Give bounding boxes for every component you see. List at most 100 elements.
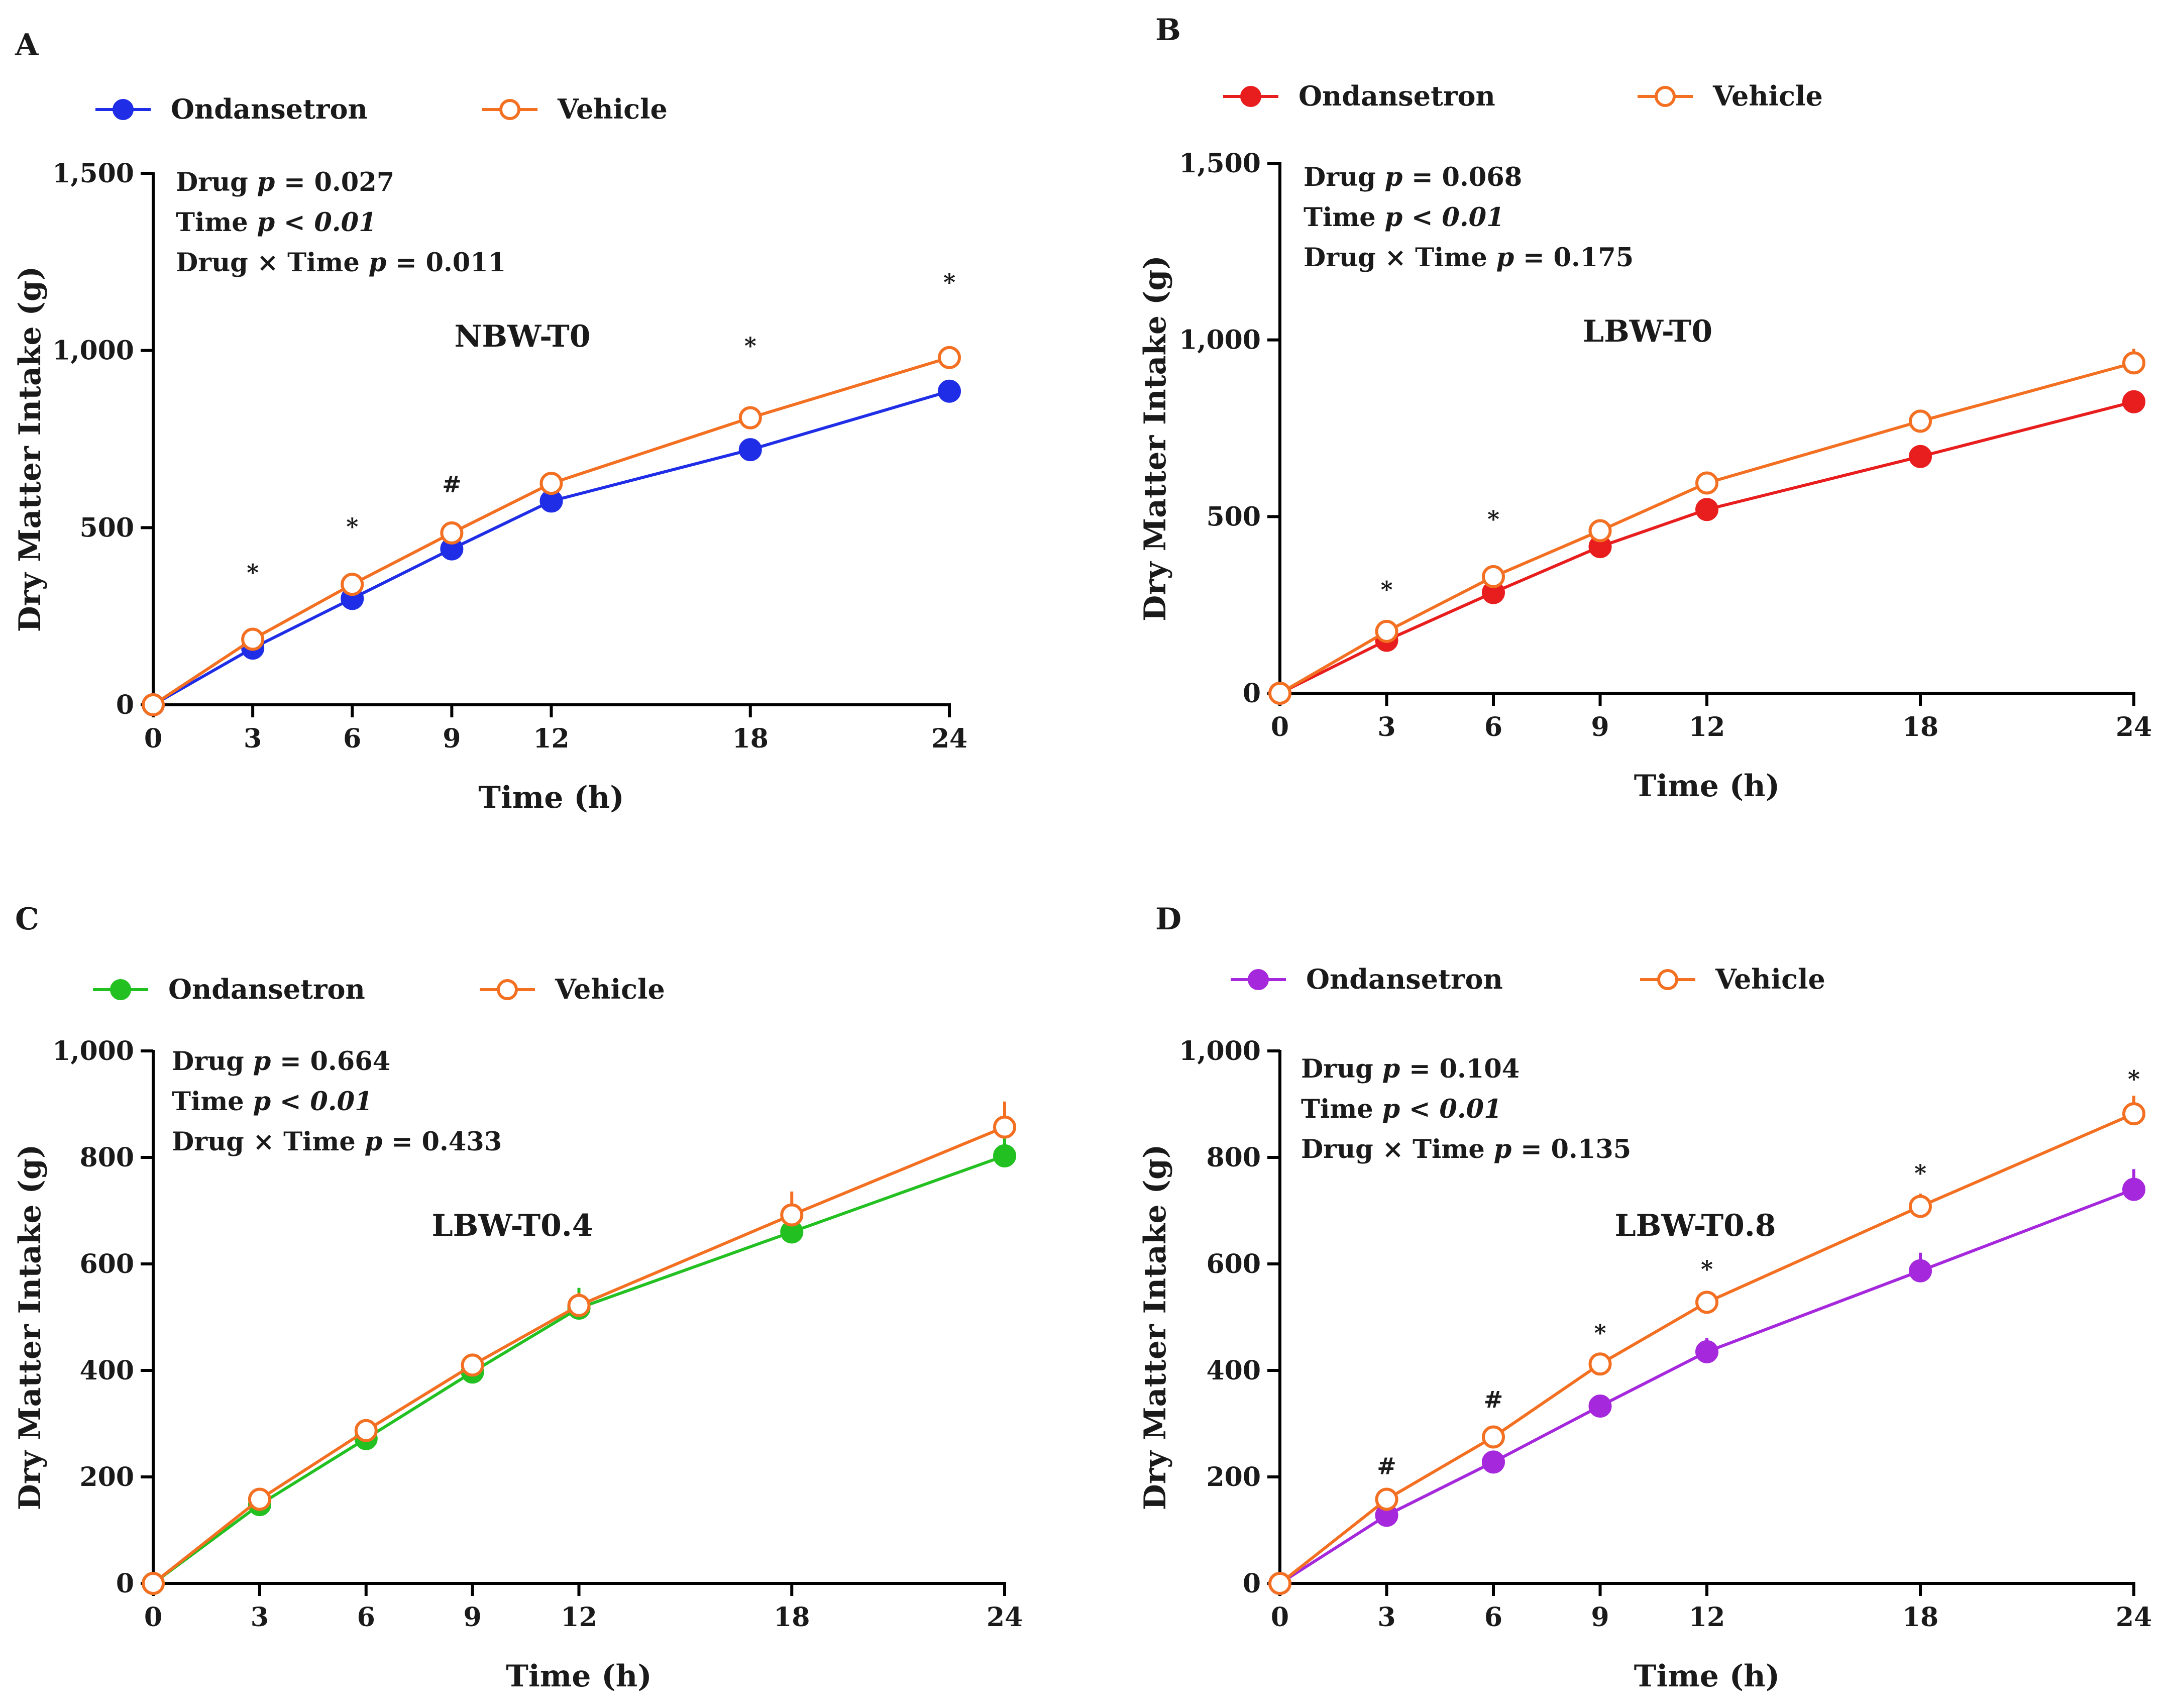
stat-op: <	[1402, 202, 1442, 233]
series-line	[1279, 400, 2134, 695]
panel-letter: C	[15, 902, 39, 937]
x-tick-label: 3	[1377, 712, 1395, 742]
legend-label: Ondansetron	[1306, 963, 1503, 995]
x-tick-label: 24	[987, 1602, 1023, 1633]
data-point	[248, 1487, 271, 1511]
y-tick-label: 0	[1243, 678, 1261, 709]
legend-entry-vehicle: Vehicle	[1638, 80, 1823, 112]
significance-mark: *	[744, 333, 756, 360]
x-tick-label: 18	[732, 723, 769, 754]
stat-value: 0.433	[422, 1127, 502, 1157]
legend-marker	[1657, 969, 1678, 990]
stat-value: 0.027	[314, 167, 395, 197]
legend-label: Vehicle	[1712, 80, 1823, 112]
x-tick-label: 12	[1689, 1602, 1725, 1633]
stat-term: Time	[176, 207, 257, 238]
stat-term: Drug	[172, 1046, 253, 1077]
stat-term: Time	[1304, 202, 1385, 233]
data-point	[993, 1115, 1016, 1139]
data-point	[780, 1203, 804, 1227]
stat-p: p	[1385, 162, 1403, 192]
stat-value: 0.011	[426, 248, 506, 278]
y-tick-label: 800	[79, 1142, 134, 1173]
legend-label: Vehicle	[1715, 963, 1825, 995]
data-point	[1268, 682, 1291, 705]
data-point	[1268, 1572, 1291, 1595]
significance-mark: #	[1377, 1453, 1396, 1480]
series-vehicle	[1268, 1096, 2145, 1595]
legend-entry-ondansetron: Ondansetron	[93, 973, 365, 1005]
panel-d: D Ondansetron Vehicle 0 200 400 600 800 1,000 0 3 6…	[1138, 902, 2152, 1694]
x-tick-label: 3	[1377, 1602, 1395, 1633]
data-point	[1482, 1425, 1505, 1449]
x-tick-label: 6	[343, 723, 361, 754]
x-axis-title: Time (h)	[1634, 769, 1780, 804]
y-axis-title: Dry Matter Intake (g)	[1138, 255, 1173, 621]
data-point	[567, 1294, 591, 1317]
x-tick-label: 24	[2116, 712, 2152, 742]
x-tick-label: 24	[931, 723, 967, 754]
data-point	[938, 346, 961, 369]
data-point	[1909, 409, 1932, 433]
significance-mark: *	[247, 559, 259, 586]
panel-c: C Ondansetron Vehicle 0 200 400 600 800 1,000 0 3 6…	[13, 902, 1023, 1694]
stat-value: 0.135	[1551, 1134, 1632, 1164]
legend-label: Vehicle	[555, 973, 665, 1005]
stat-line: Drug p = 0.027	[176, 167, 394, 197]
data-point	[1588, 1395, 1612, 1418]
stat-value: 0.01	[1439, 1094, 1501, 1124]
stat-value: 0.068	[1442, 162, 1523, 192]
legend-entry-vehicle: Vehicle	[480, 973, 665, 1005]
x-tick-label: 3	[244, 723, 262, 754]
series-ondansetron	[1268, 390, 2145, 705]
stat-op: =	[382, 1127, 421, 1157]
stat-op: <	[275, 207, 314, 238]
y-tick-label: 0	[116, 690, 134, 720]
stat-p: p	[1496, 243, 1514, 273]
stat-line: Drug × Time p = 0.011	[176, 248, 506, 278]
significance-mark: *	[2128, 1065, 2140, 1093]
stat-value: 0.664	[310, 1046, 391, 1077]
legend-entry-vehicle: Vehicle	[1640, 963, 1825, 995]
data-point	[738, 438, 762, 462]
y-tick-label: 600	[1206, 1249, 1261, 1279]
y-tick-label: 1,000	[52, 336, 134, 366]
x-tick-label: 9	[464, 1602, 482, 1633]
group-label: NBW-T0	[454, 319, 590, 354]
x-tick-label: 24	[2116, 1602, 2152, 1633]
data-point	[1909, 1259, 1932, 1283]
stat-p: p	[369, 248, 387, 278]
data-point	[1375, 619, 1398, 643]
data-point	[1695, 498, 1718, 521]
panel-letter: B	[1155, 13, 1181, 48]
y-tick-label: 500	[1206, 501, 1261, 532]
stat-line: Time p < 0.01	[176, 207, 377, 238]
stat-value: 0.01	[314, 207, 376, 238]
data-point	[461, 1353, 484, 1377]
data-point	[1695, 1340, 1718, 1363]
y-axis-title: Dry Matter Intake (g)	[13, 266, 48, 632]
legend-marker	[497, 979, 518, 1000]
legend-entry-ondansetron: Ondansetron	[95, 93, 368, 125]
stat-p: p	[1494, 1134, 1512, 1164]
data-point	[1695, 471, 1718, 495]
stat-op: =	[275, 167, 314, 197]
stat-p: p	[253, 1046, 271, 1077]
stat-p: p	[257, 167, 275, 197]
series-vehicle	[142, 346, 961, 716]
stat-term: Time	[172, 1087, 253, 1117]
stat-line: Drug × Time p = 0.175	[1304, 243, 1634, 273]
stat-line: Drug p = 0.104	[1301, 1054, 1520, 1084]
data-point	[2122, 390, 2145, 413]
y-tick-label: 400	[1206, 1355, 1261, 1386]
legend-entry-ondansetron: Ondansetron	[1223, 80, 1495, 112]
legend-label: Vehicle	[557, 93, 668, 125]
series-vehicle	[1268, 349, 2145, 705]
stat-term: Drug × Time	[172, 1127, 365, 1157]
stat-term: Time	[1301, 1094, 1382, 1124]
stat-line: Drug × Time p = 0.135	[1301, 1134, 1631, 1164]
stat-line: Drug × Time p = 0.433	[172, 1127, 502, 1157]
y-tick-label: 1,500	[1179, 148, 1261, 179]
y-tick-label: 0	[116, 1568, 134, 1599]
